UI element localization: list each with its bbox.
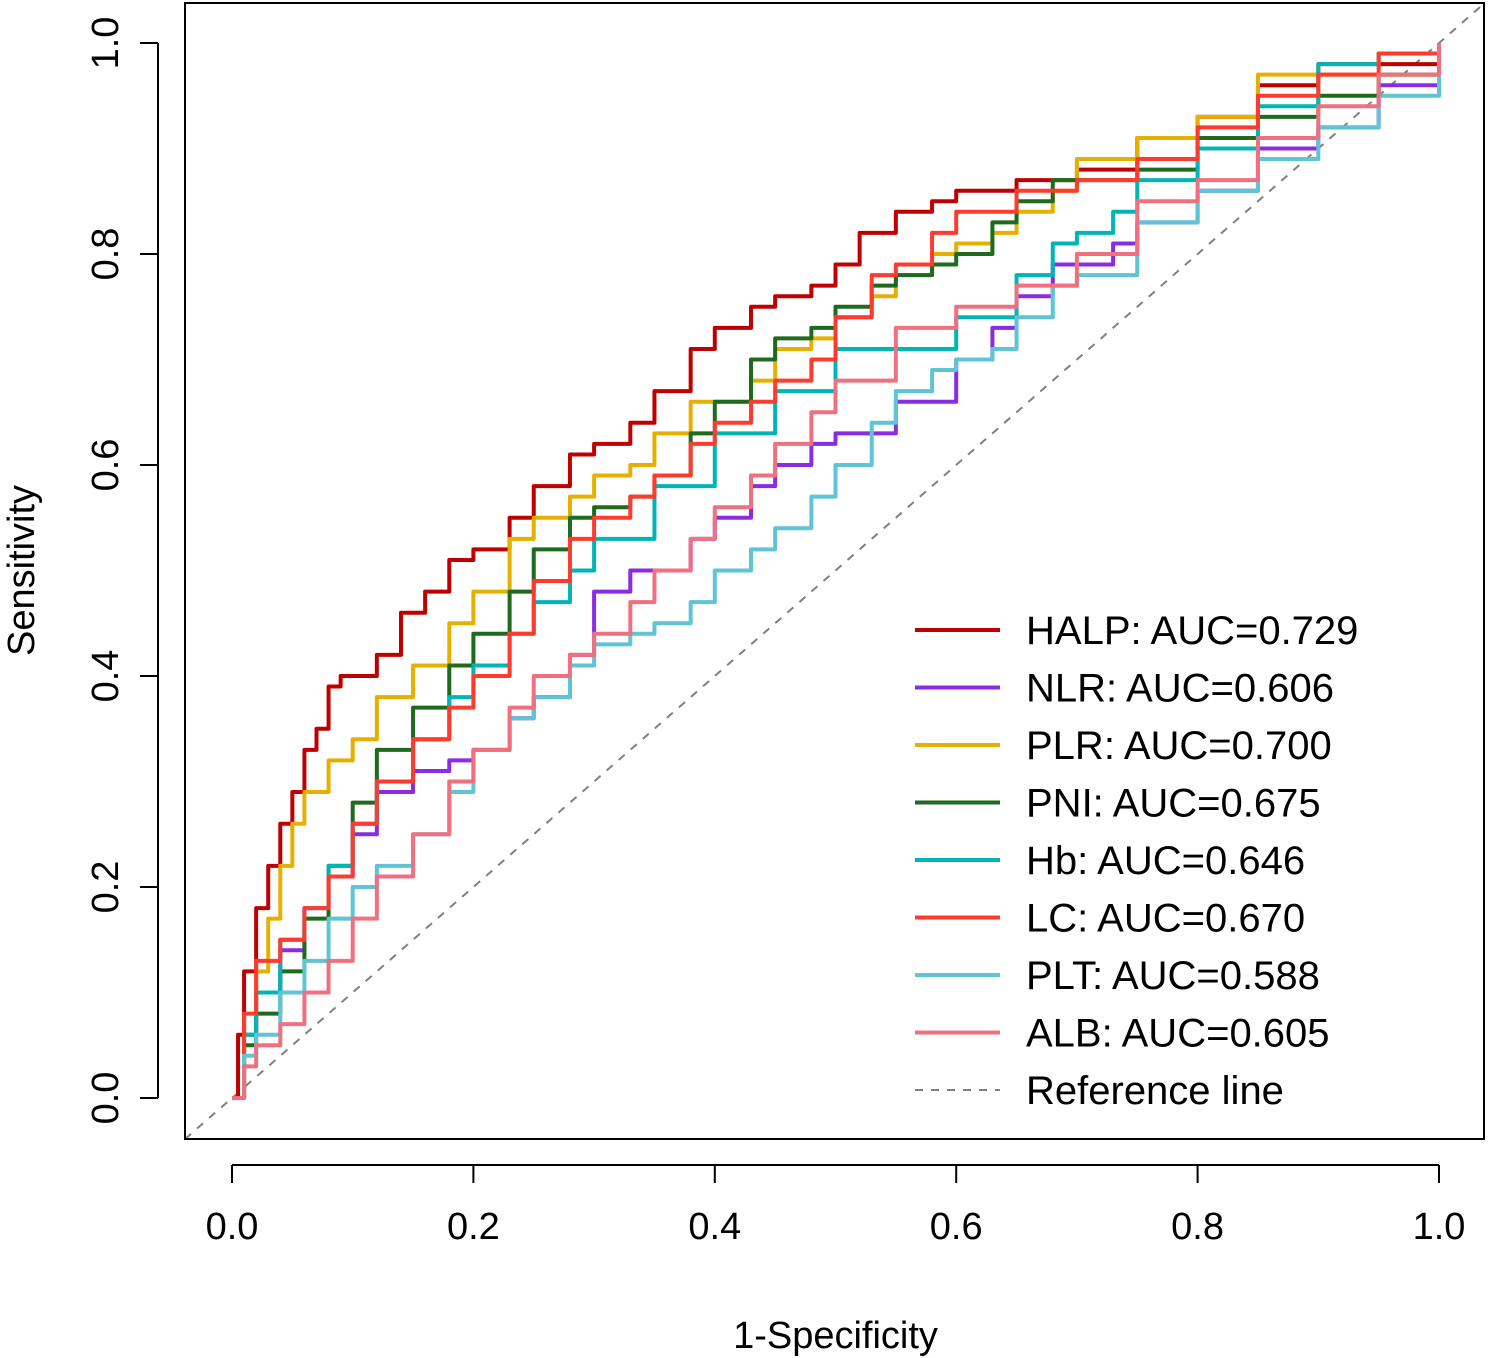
x-tick-label: 0.8 <box>1171 1206 1224 1248</box>
plot-area <box>184 2 1485 1140</box>
legend-label: PLT: AUC=0.588 <box>1026 954 1320 998</box>
y-tick-label: 0.0 <box>85 1072 127 1125</box>
x-tick-label: 0.6 <box>930 1206 983 1248</box>
x-axis-title: 1-Specificity <box>733 1315 938 1357</box>
legend-label: LC: AUC=0.670 <box>1026 897 1305 941</box>
legend-item-halp: HALP: AUC=0.729 <box>915 609 1358 653</box>
legend-item-plr: PLR: AUC=0.700 <box>915 724 1332 768</box>
legend-label: NLR: AUC=0.606 <box>1026 667 1334 711</box>
plot-frame <box>184 2 1485 1140</box>
y-tick-label: 1.0 <box>85 17 127 70</box>
legend-label: Hb: AUC=0.646 <box>1026 839 1305 883</box>
roc-curve-hb <box>232 43 1441 1100</box>
y-axis-title: Sensitivity <box>1 485 43 656</box>
legend-item-reference: Reference line <box>915 1069 1284 1113</box>
x-tick-label: 1.0 <box>1413 1206 1466 1248</box>
y-tick-label: 0.2 <box>85 861 127 914</box>
x-tick-label: 0.0 <box>206 1206 259 1248</box>
legend-item-alb: ALB: AUC=0.605 <box>915 1012 1330 1056</box>
roc-curve-alb <box>232 43 1441 1100</box>
x-tick-label: 0.2 <box>447 1206 500 1248</box>
y-tick-label: 0.6 <box>85 439 127 492</box>
legend-item-nlr: NLR: AUC=0.606 <box>915 667 1334 711</box>
roc-curve-plr <box>232 64 1441 1100</box>
legend: HALP: AUC=0.729 NLR: AUC=0.606 PLR: AUC=0.… <box>915 609 1358 1113</box>
y-tick-label: 0.8 <box>85 228 127 281</box>
legend-item-lc: LC: AUC=0.670 <box>915 897 1305 941</box>
legend-item-hb: Hb: AUC=0.646 <box>915 839 1305 883</box>
legend-label: HALP: AUC=0.729 <box>1026 609 1358 653</box>
roc-curve-lc <box>232 43 1441 1100</box>
y-tick-label: 0.4 <box>85 650 127 703</box>
legend-item-plt: PLT: AUC=0.588 <box>915 954 1320 998</box>
legend-item-pni: PNI: AUC=0.675 <box>915 782 1321 826</box>
legend-label: ALB: AUC=0.605 <box>1026 1012 1330 1056</box>
legend-label: PNI: AUC=0.675 <box>1026 782 1321 826</box>
legend-label: Reference line <box>1026 1069 1284 1113</box>
legend-label: PLR: AUC=0.700 <box>1026 724 1332 768</box>
x-tick-label: 0.4 <box>688 1206 741 1248</box>
